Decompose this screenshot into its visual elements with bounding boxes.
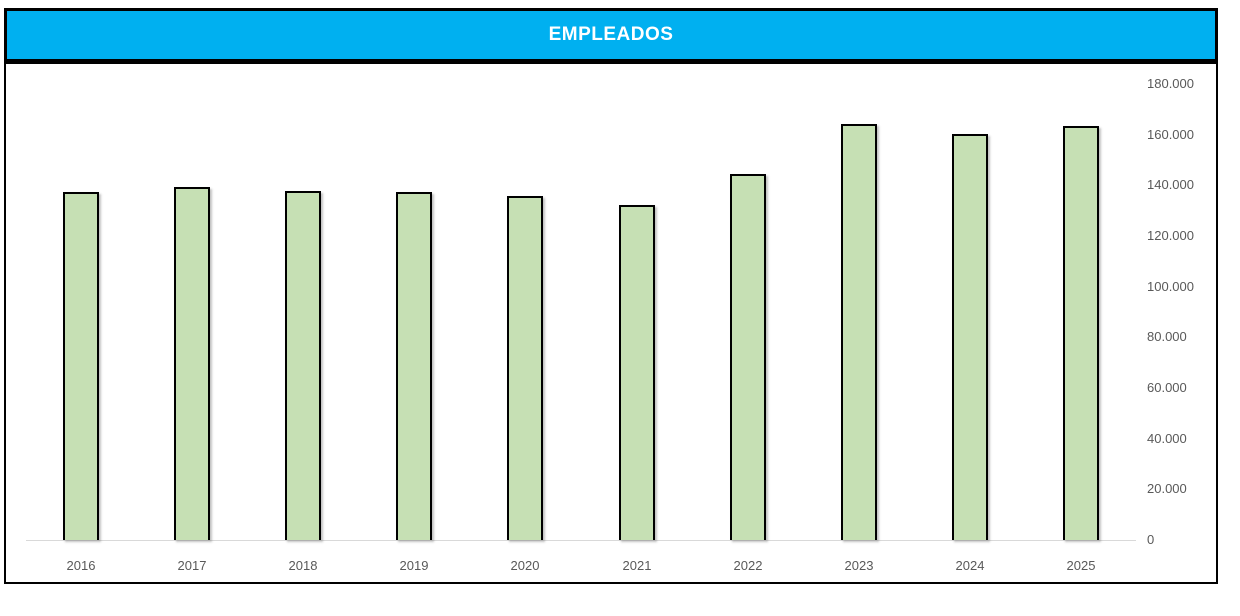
x-tick-2019: 2019 [399,558,429,573]
y-tick-140.000: 140.000 [1147,177,1194,192]
chart-area[interactable]: 0 20.000 40.000 60.000 80.000 100.000 120.000 1… [4,62,1218,584]
bar-2019[interactable] [396,192,432,540]
bar-2024[interactable] [952,134,988,540]
x-tick-2024: 2024 [955,558,985,573]
bar-2018[interactable] [285,191,321,540]
bar-2016[interactable] [63,192,99,540]
bar-2023[interactable] [841,124,877,540]
bar-2025[interactable] [1063,126,1099,540]
x-tick-2022: 2022 [733,558,763,573]
y-tick-180.000: 180.000 [1147,76,1194,91]
bar-2022[interactable] [730,174,766,540]
x-tick-2020: 2020 [510,558,540,573]
x-tick-2018: 2018 [288,558,318,573]
y-tick-60.000: 60.000 [1147,380,1187,395]
bar-2021[interactable] [619,205,655,540]
y-tick-20.000: 20.000 [1147,481,1187,496]
y-tick-120.000: 120.000 [1147,228,1194,243]
bar-2017[interactable] [174,187,210,540]
y-tick-160.000: 160.000 [1147,127,1194,142]
chart-title: EMPLEADOS [548,24,674,45]
y-tick-40.000: 40.000 [1147,431,1187,446]
y-tick-100.000: 100.000 [1147,279,1194,294]
bar-2020[interactable] [507,196,543,540]
x-tick-2025: 2025 [1066,558,1096,573]
plot-area [26,84,1136,541]
y-tick-0: 0 [1147,532,1155,547]
x-tick-2021: 2021 [622,558,652,573]
x-tick-2023: 2023 [844,558,874,573]
x-tick-2016: 2016 [66,558,96,573]
chart-title-bar: EMPLEADOS [4,8,1218,62]
x-tick-2017: 2017 [177,558,207,573]
y-tick-80.000: 80.000 [1147,329,1187,344]
